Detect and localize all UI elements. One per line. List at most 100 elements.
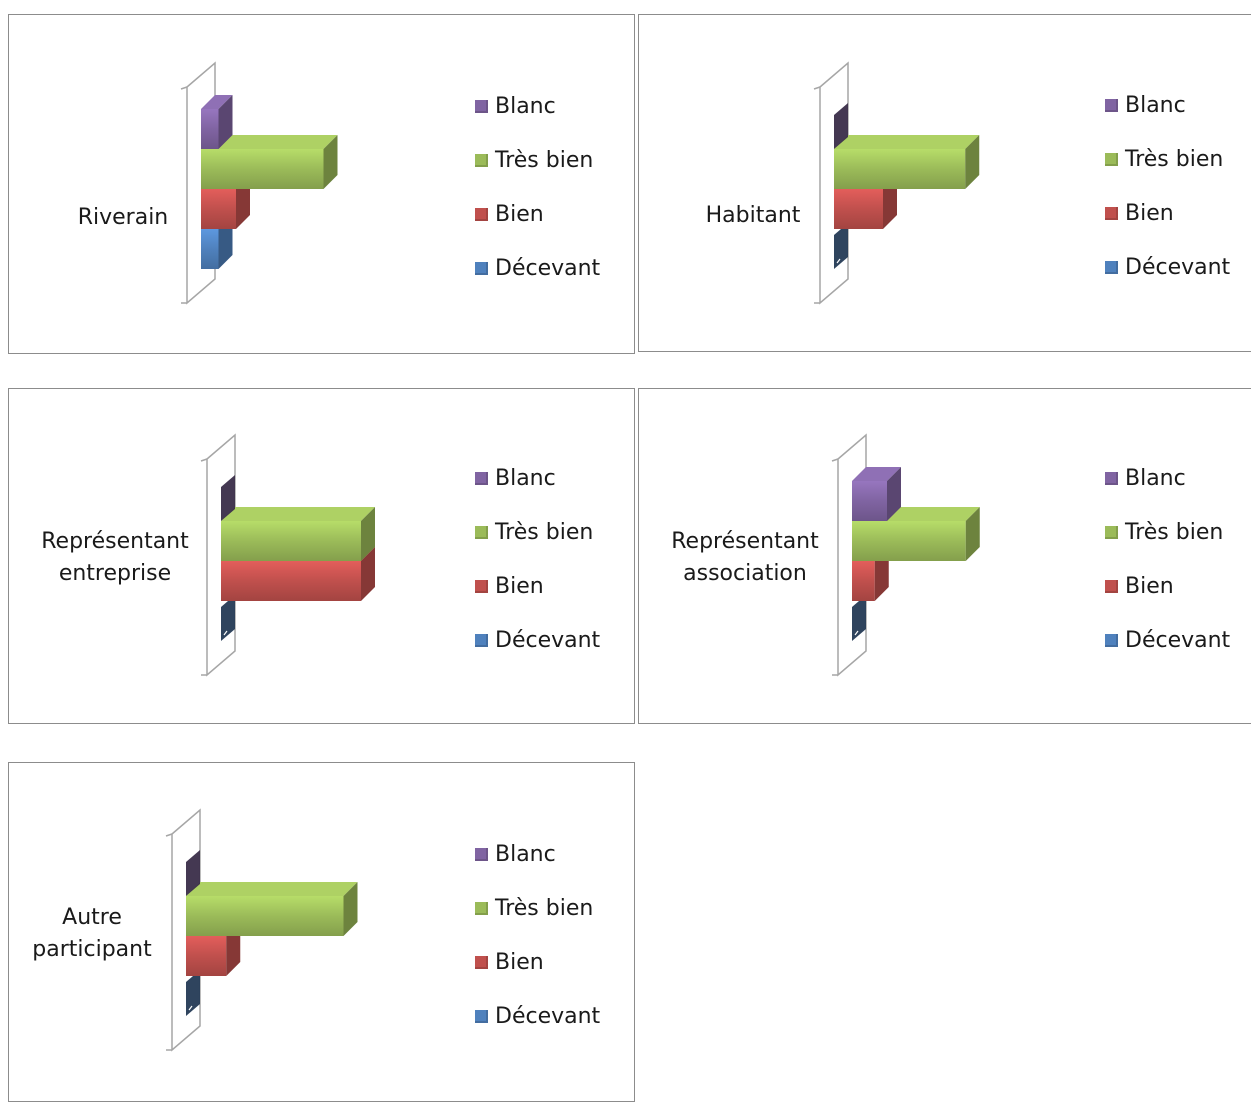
chart-panel: Riverain Blanc Très bien Bien Décevant — [8, 14, 635, 354]
legend-label: Bien — [495, 201, 544, 227]
legend-label: Bien — [1125, 573, 1174, 599]
legend-label: Blanc — [495, 93, 556, 119]
category-label: Autre participant — [0, 902, 192, 966]
legend-swatch — [475, 847, 488, 861]
legend-item: Très bien — [1105, 505, 1230, 559]
legend-swatch — [475, 1009, 488, 1023]
category-label: Représentant entreprise — [15, 526, 215, 590]
category-label-line: Représentant — [671, 529, 819, 554]
bar-chart-svg — [180, 61, 338, 305]
bar-tr-s-bien — [186, 882, 358, 936]
legend-item: Bien — [475, 187, 600, 241]
legend-swatch — [1105, 206, 1118, 220]
bar-blanc — [852, 467, 901, 521]
legend-item: Décevant — [475, 989, 600, 1043]
category-label-line: Habitant — [705, 203, 801, 228]
legend-swatch — [475, 955, 488, 969]
bar-tr-s-bien — [221, 507, 375, 561]
legend-swatch — [475, 99, 488, 113]
category-label-line: participant — [32, 937, 152, 962]
legend-label: Blanc — [495, 841, 556, 867]
legend-item: Bien — [475, 559, 600, 613]
bar-tr-s-bien — [834, 135, 980, 189]
legend-label: Très bien — [495, 147, 594, 173]
bar-d-cevant — [834, 223, 848, 269]
legend: Blanc Très bien Bien Décevant — [1105, 451, 1230, 667]
category-label-line: association — [683, 561, 807, 586]
legend-swatch — [1105, 633, 1118, 647]
legend-label: Très bien — [1125, 146, 1224, 172]
legend-item: Bien — [1105, 186, 1230, 240]
legend-item: Décevant — [1105, 613, 1230, 667]
legend: Blanc Très bien Bien Décevant — [475, 79, 600, 295]
category-label-line: Représentant — [41, 529, 189, 554]
bar-chart-svg — [831, 433, 980, 677]
legend: Blanc Très bien Bien Décevant — [1105, 78, 1230, 294]
legend-item: Blanc — [475, 827, 600, 881]
bar-chart-svg — [200, 433, 375, 677]
bar-tr-s-bien — [852, 507, 980, 561]
legend-label: Bien — [495, 573, 544, 599]
legend-item: Blanc — [1105, 451, 1230, 505]
axis-tick — [200, 458, 208, 462]
legend-swatch — [475, 261, 488, 275]
bar-d-cevant — [221, 595, 235, 641]
legend-label: Bien — [495, 949, 544, 975]
legend-swatch — [1105, 260, 1118, 274]
legend-swatch — [475, 525, 488, 539]
chart-panel: Représentant association Blanc Très bien Bie… — [638, 388, 1251, 724]
legend-swatch — [1105, 98, 1118, 112]
legend-swatch — [475, 579, 488, 593]
legend-item: Décevant — [1105, 240, 1230, 294]
axis-tick — [165, 833, 173, 837]
legend-label: Très bien — [495, 519, 594, 545]
chart-panel: Habitant Blanc Très bien Bien Décevant — [638, 14, 1251, 352]
legend-label: Blanc — [1125, 92, 1186, 118]
chart-panel: Représentant entreprise Blanc Très bien Bien… — [8, 388, 635, 724]
legend-item: Très bien — [475, 133, 600, 187]
bar-blanc — [221, 475, 235, 521]
bar-blanc — [186, 850, 200, 896]
bar-chart-svg — [813, 61, 980, 305]
legend-item: Bien — [475, 935, 600, 989]
legend-label: Très bien — [495, 895, 594, 921]
chart-back-wall — [171, 808, 201, 1052]
legend-item: Très bien — [475, 881, 600, 935]
axis-tick — [813, 86, 821, 90]
axis-tick — [831, 458, 839, 462]
legend-label: Très bien — [1125, 519, 1224, 545]
legend-label: Blanc — [1125, 465, 1186, 491]
legend-label: Décevant — [495, 1003, 601, 1029]
chart-back-wall — [819, 61, 849, 305]
category-label: Habitant — [653, 200, 853, 232]
legend-item: Très bien — [475, 505, 600, 559]
legend-label: Décevant — [1125, 627, 1231, 653]
legend-swatch — [1105, 525, 1118, 539]
legend-swatch — [475, 471, 488, 485]
legend-label: Décevant — [495, 627, 601, 653]
category-label-line: Riverain — [77, 205, 169, 230]
legend-label: Blanc — [495, 465, 556, 491]
chart-back-wall — [186, 61, 216, 305]
category-label-line: Autre — [62, 905, 122, 930]
bar-chart-svg — [165, 808, 358, 1052]
legend-item: Décevant — [475, 241, 600, 295]
category-label-line: entreprise — [58, 561, 172, 586]
legend-swatch — [475, 207, 488, 221]
legend-label: Bien — [1125, 200, 1174, 226]
chart-panel: Autre participant Blanc Très bien Bien Déceva… — [8, 762, 635, 1102]
legend-item: Très bien — [1105, 132, 1230, 186]
legend-item: Blanc — [475, 79, 600, 133]
legend-swatch — [1105, 579, 1118, 593]
category-label: Riverain — [23, 202, 223, 234]
bar-tr-s-bien — [201, 135, 338, 189]
legend-item: Bien — [1105, 559, 1230, 613]
bar-d-cevant — [852, 595, 866, 641]
legend-swatch — [475, 901, 488, 915]
bar-d-cevant — [186, 970, 200, 1016]
legend-label: Décevant — [1125, 254, 1231, 280]
legend-swatch — [1105, 152, 1118, 166]
legend-item: Blanc — [1105, 78, 1230, 132]
chart-back-wall — [837, 433, 867, 677]
legend: Blanc Très bien Bien Décevant — [475, 451, 600, 667]
